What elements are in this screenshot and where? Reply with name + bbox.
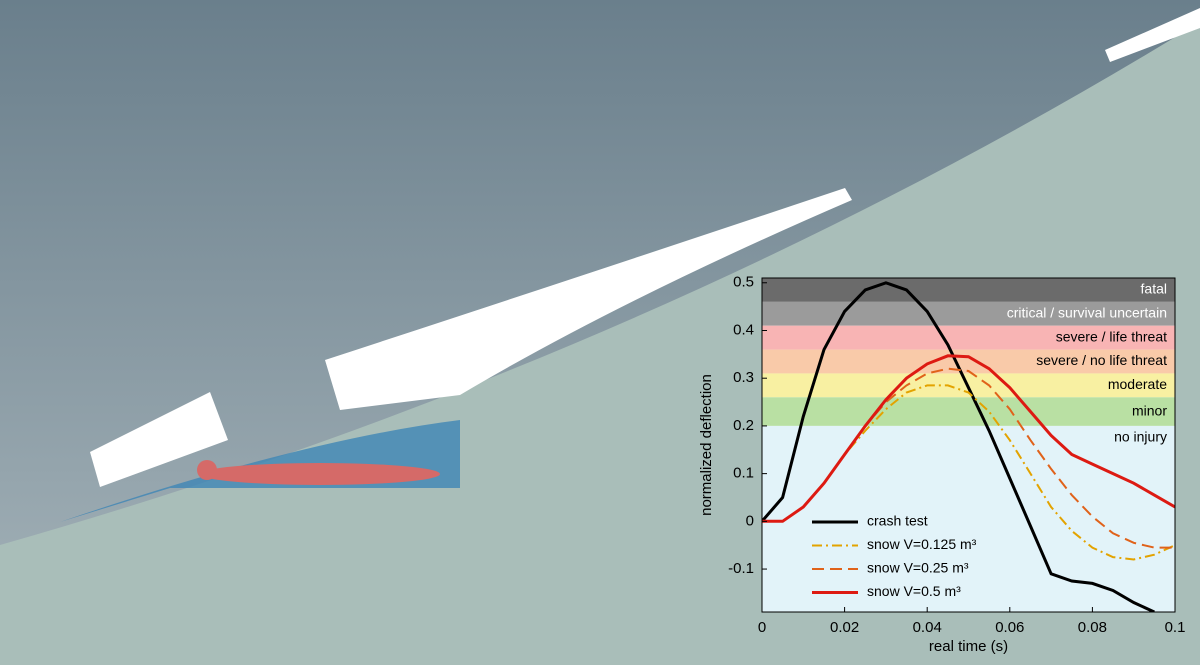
y-tick-label: 0.5 [733, 274, 754, 291]
x-tick-label: 0.08 [1078, 619, 1107, 636]
x-axis-label: real time (s) [929, 638, 1008, 655]
band-label: moderate [1108, 376, 1167, 392]
chart: fatal critical / survival uncertain severe… [698, 274, 1185, 655]
injury-band [762, 301, 1175, 326]
human-head [197, 460, 217, 480]
legend-label: snow V=0.5 m³ [867, 583, 961, 599]
band-label: critical / survival uncertain [1007, 304, 1167, 320]
y-tick-label: 0.3 [733, 369, 754, 386]
band-label: severe / no life threat [1036, 352, 1167, 368]
x-tick-label: 0.02 [830, 619, 859, 636]
legend-label: snow V=0.25 m³ [867, 560, 969, 576]
band-label: minor [1132, 402, 1167, 418]
x-tick-label: 0 [758, 619, 766, 636]
snow-slab [325, 188, 852, 410]
x-tick-label: 0.1 [1165, 619, 1186, 636]
human-figure [200, 463, 440, 485]
y-tick-label: 0.4 [733, 321, 754, 338]
injury-band [762, 397, 1175, 426]
band-label: fatal [1141, 281, 1167, 297]
y-tick-label: 0 [746, 512, 754, 529]
y-axis-label: normalized deflection [698, 374, 715, 516]
plot-frame [761, 277, 1176, 613]
y-tick-label: 0.1 [733, 465, 754, 482]
injury-band [762, 425, 1175, 612]
x-tick-label: 0.04 [913, 619, 942, 636]
injury-band [762, 349, 1175, 374]
series-line [762, 281, 1155, 612]
y-tick-label: -0.1 [728, 560, 754, 577]
band-label: no injury [1114, 429, 1167, 445]
band-label: severe / life threat [1056, 328, 1167, 344]
y-tick-label: 0.2 [733, 417, 754, 434]
snow-slab [1105, 8, 1200, 62]
x-tick-label: 0.06 [995, 619, 1024, 636]
injury-band [762, 325, 1175, 350]
legend-label: crash test [867, 513, 928, 529]
series-line [762, 367, 1175, 549]
snow-slab [90, 392, 228, 487]
legend-label: snow V=0.125 m³ [867, 536, 977, 552]
series-line [762, 354, 1175, 523]
injury-band [762, 278, 1175, 302]
